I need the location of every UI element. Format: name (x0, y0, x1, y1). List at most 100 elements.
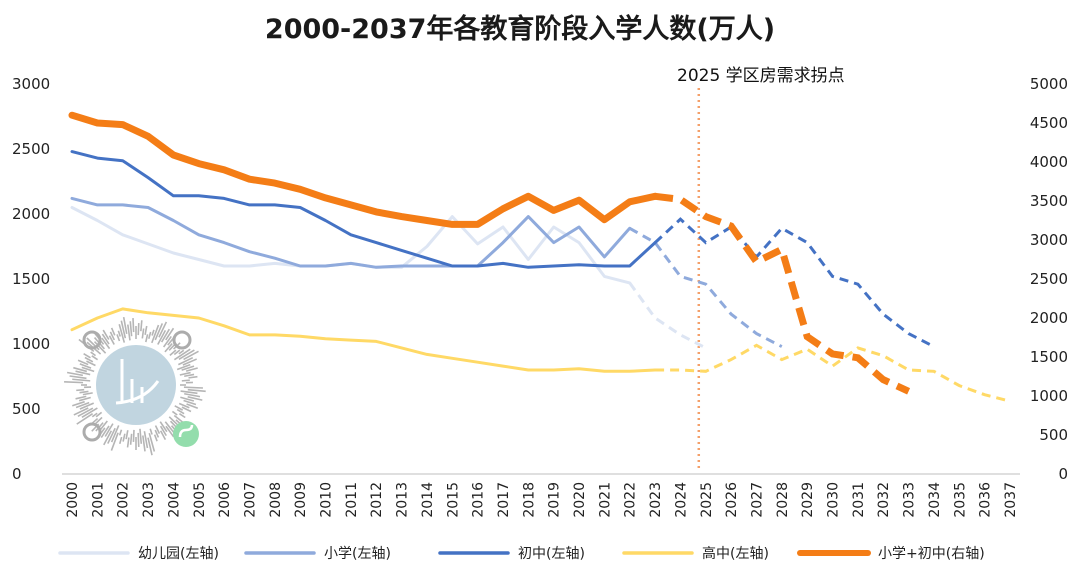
qr-ray (81, 366, 95, 373)
series-4 (68, 111, 911, 395)
legend-label: 高中(左轴) (702, 545, 769, 562)
x-tick-label: 2021 (597, 482, 613, 518)
qr-ray (108, 335, 115, 345)
qr-ray (185, 367, 198, 372)
qr-ray (183, 399, 197, 406)
qr-ray (173, 349, 181, 356)
qr-ray (183, 386, 203, 389)
qr-ray (187, 388, 206, 393)
annotation-layer: 2025 学区房需求拐点 (677, 66, 845, 468)
qr-ray (174, 405, 184, 411)
qr-ray (107, 427, 116, 444)
qr-finder (82, 422, 102, 442)
y-right-tick-label: 1500 (1030, 348, 1068, 366)
legend-item: 小学(左轴) (244, 546, 391, 562)
qr-ray (122, 433, 126, 442)
x-tick-label: 2009 (293, 482, 309, 518)
x-tick-label: 2007 (242, 482, 258, 518)
y-right-tick-label: 3000 (1030, 231, 1068, 249)
series-line-forecast (654, 217, 935, 348)
qr-ray (144, 325, 148, 335)
annotation-label: 2025 学区房需求拐点 (677, 66, 845, 86)
x-tick-label: 2023 (648, 482, 664, 518)
qr-ray (162, 335, 172, 348)
legend-item: 幼儿园(左轴) (58, 546, 219, 562)
x-tick-label: 2020 (572, 482, 588, 518)
x-tick-label: 2024 (673, 482, 689, 518)
qr-ray (159, 421, 168, 433)
qr-ray (181, 379, 190, 382)
series-line-forecast (654, 192, 911, 395)
qr-ray (148, 432, 156, 452)
y-right-tick-label: 500 (1039, 426, 1068, 444)
qr-ray (90, 351, 97, 357)
qr-ray (158, 321, 168, 338)
qr-ray (79, 390, 89, 394)
qr-ray (79, 402, 95, 410)
qr-ray (81, 407, 98, 418)
qr-ray (119, 436, 123, 445)
x-tick-label: 2025 (699, 482, 715, 518)
qr-ray (100, 425, 110, 439)
qr-ray (110, 327, 116, 336)
y-right-tick-label: 1000 (1030, 387, 1068, 405)
qr-ray (154, 429, 160, 438)
qr-ray (164, 343, 173, 353)
qr-ray (151, 324, 160, 344)
qr-ray (141, 328, 145, 339)
qr-ray (187, 396, 203, 401)
qr-ray (147, 437, 153, 456)
mini-program-glyph (178, 424, 194, 438)
qr-ray (76, 412, 94, 425)
qr-logo-mark (115, 359, 160, 405)
qr-ray (104, 423, 114, 437)
qr-ray (101, 333, 110, 345)
qr-ray (117, 330, 122, 337)
qr-ray (165, 327, 175, 341)
x-tick-label: 2026 (724, 482, 740, 518)
qr-ray (157, 330, 167, 345)
series-line-forecast (628, 226, 783, 348)
x-tick-label: 2011 (344, 482, 360, 518)
qr-ray (153, 434, 158, 442)
qr-ray (69, 375, 87, 380)
y-right-tick-label: 2500 (1030, 270, 1068, 288)
qr-finder (82, 330, 102, 350)
series-line-forecast (655, 343, 1011, 403)
series-line-actual (68, 111, 659, 228)
x-tick-label: 2017 (496, 482, 512, 518)
series-line-actual (70, 307, 657, 373)
qr-ray (84, 356, 94, 363)
qr-ray (186, 403, 199, 409)
series-line-actual (70, 196, 632, 269)
qr-ray (178, 402, 190, 409)
qr-finder (172, 330, 192, 350)
series-layer (68, 111, 1011, 403)
qr-ray (125, 430, 129, 440)
qr-ray (154, 323, 164, 341)
qr-ray (129, 321, 133, 337)
qr-ray (75, 401, 90, 409)
qr-ray (180, 390, 198, 395)
qr-ray (183, 350, 199, 361)
qr-ray (72, 400, 85, 407)
y-right-tick-label: 2000 (1030, 309, 1068, 327)
qr-ray (101, 337, 111, 350)
qr-ray (94, 416, 103, 425)
legend-item: 初中(左轴) (438, 545, 585, 562)
qr-ray (73, 366, 88, 373)
qr-ray (178, 349, 185, 355)
x-tick-label: 2015 (445, 482, 461, 518)
y-left-tick-label: 2500 (12, 140, 50, 158)
legend-item: 小学+初中(右轴) (797, 545, 985, 562)
legend-label: 幼儿园(左轴) (138, 546, 219, 562)
qr-ray (154, 425, 161, 434)
qr-ray (159, 425, 167, 437)
qr-ray (180, 396, 195, 402)
x-tick-label: 2008 (268, 482, 284, 518)
qr-ray (78, 396, 91, 402)
qr-ray (79, 363, 92, 369)
qr-ray (118, 324, 126, 343)
qr-ray (181, 365, 195, 371)
qr-ray (188, 375, 198, 379)
